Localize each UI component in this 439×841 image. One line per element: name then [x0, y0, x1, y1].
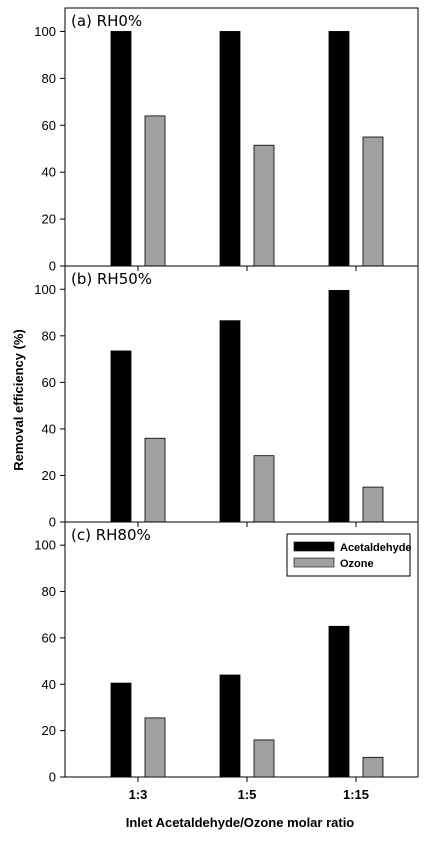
y-tick-label: 100: [34, 538, 56, 553]
panel-3: 0 20 40 60 80 100 (c) RH80%: [34, 521, 419, 785]
y-tick-label: 40: [42, 165, 56, 180]
panel-frame: [64, 521, 419, 778]
y-tick-label: 20: [42, 212, 56, 227]
x-tick-label: 1:15: [343, 787, 369, 802]
y-tick-label: 80: [42, 71, 56, 86]
legend-swatch-acetaldehyde: [293, 541, 335, 552]
panel-label: (a) RH0%: [71, 12, 142, 30]
y-tick-label: 80: [42, 328, 56, 343]
y-tick-label: 40: [42, 677, 56, 692]
bar-ozone-1:3: [144, 437, 166, 523]
y-tick-label: 60: [42, 630, 56, 645]
y-tick-label: 80: [42, 584, 56, 599]
bar-ozone-1:5: [253, 144, 275, 267]
bar-acetaldehyde-1:5: [219, 320, 241, 523]
y-tick-label: 0: [49, 259, 56, 274]
x-axis-title: Inlet Acetaldehyde/Ozone molar ratio: [126, 815, 355, 830]
panel-2: 0 20 40 60 80 100 (b) RH50%: [34, 265, 419, 530]
x-tick-label: 1:3: [129, 787, 148, 802]
legend-box: [286, 533, 411, 577]
bar-acetaldehyde-1:3: [110, 350, 132, 523]
y-axis-title: Removal efficiency (%): [11, 329, 26, 471]
y-tick-label: 0: [49, 770, 56, 785]
legend-swatch-ozone: [293, 557, 335, 568]
y-tick-label: 40: [42, 421, 56, 436]
bar-ozone-1:5: [253, 739, 275, 778]
bar-acetaldehyde-1:3: [110, 682, 132, 778]
bar-ozone-1:5: [253, 455, 275, 523]
bar-acetaldehyde-1:15: [328, 290, 350, 523]
x-tick-labels: 1:3 1:5 1:15: [129, 787, 369, 802]
bar-ozone-1:15: [362, 136, 384, 267]
y-tick-label: 0: [49, 515, 56, 530]
bar-acetaldehyde-1:15: [328, 625, 350, 778]
bar-acetaldehyde-1:3: [110, 31, 132, 267]
bar-acetaldehyde-1:15: [328, 31, 350, 267]
legend-label-acetaldehyde: Acetaldehyde: [340, 542, 412, 554]
legend-label-ozone: Ozone: [340, 558, 374, 570]
panel-label: (b) RH50%: [71, 270, 152, 288]
y-tick-label: 100: [34, 282, 56, 297]
bar-ozone-1:15: [362, 486, 384, 523]
y-tick-label: 60: [42, 375, 56, 390]
x-tick-label: 1:5: [238, 787, 257, 802]
bar-acetaldehyde-1:5: [219, 31, 241, 267]
bar-ozone-1:3: [144, 717, 166, 778]
panel-label: (c) RH80%: [71, 526, 151, 544]
y-tick-label: 20: [42, 468, 56, 483]
y-tick-label: 60: [42, 118, 56, 133]
bar-ozone-1:3: [144, 115, 166, 267]
bar-ozone-1:15: [362, 756, 384, 778]
legend: Acetaldehyde Ozone: [286, 533, 412, 577]
panel-1: 0 20 40 60 80 100 (a) RH0%: [34, 7, 419, 274]
y-tick-label: 100: [34, 24, 56, 39]
bar-acetaldehyde-1:5: [219, 674, 241, 778]
panels: 0 20 40 60 80 100 (a) RH0% 0 20 40 60 80 100 (b) RH50…: [34, 7, 419, 785]
y-tick-label: 20: [42, 723, 56, 738]
